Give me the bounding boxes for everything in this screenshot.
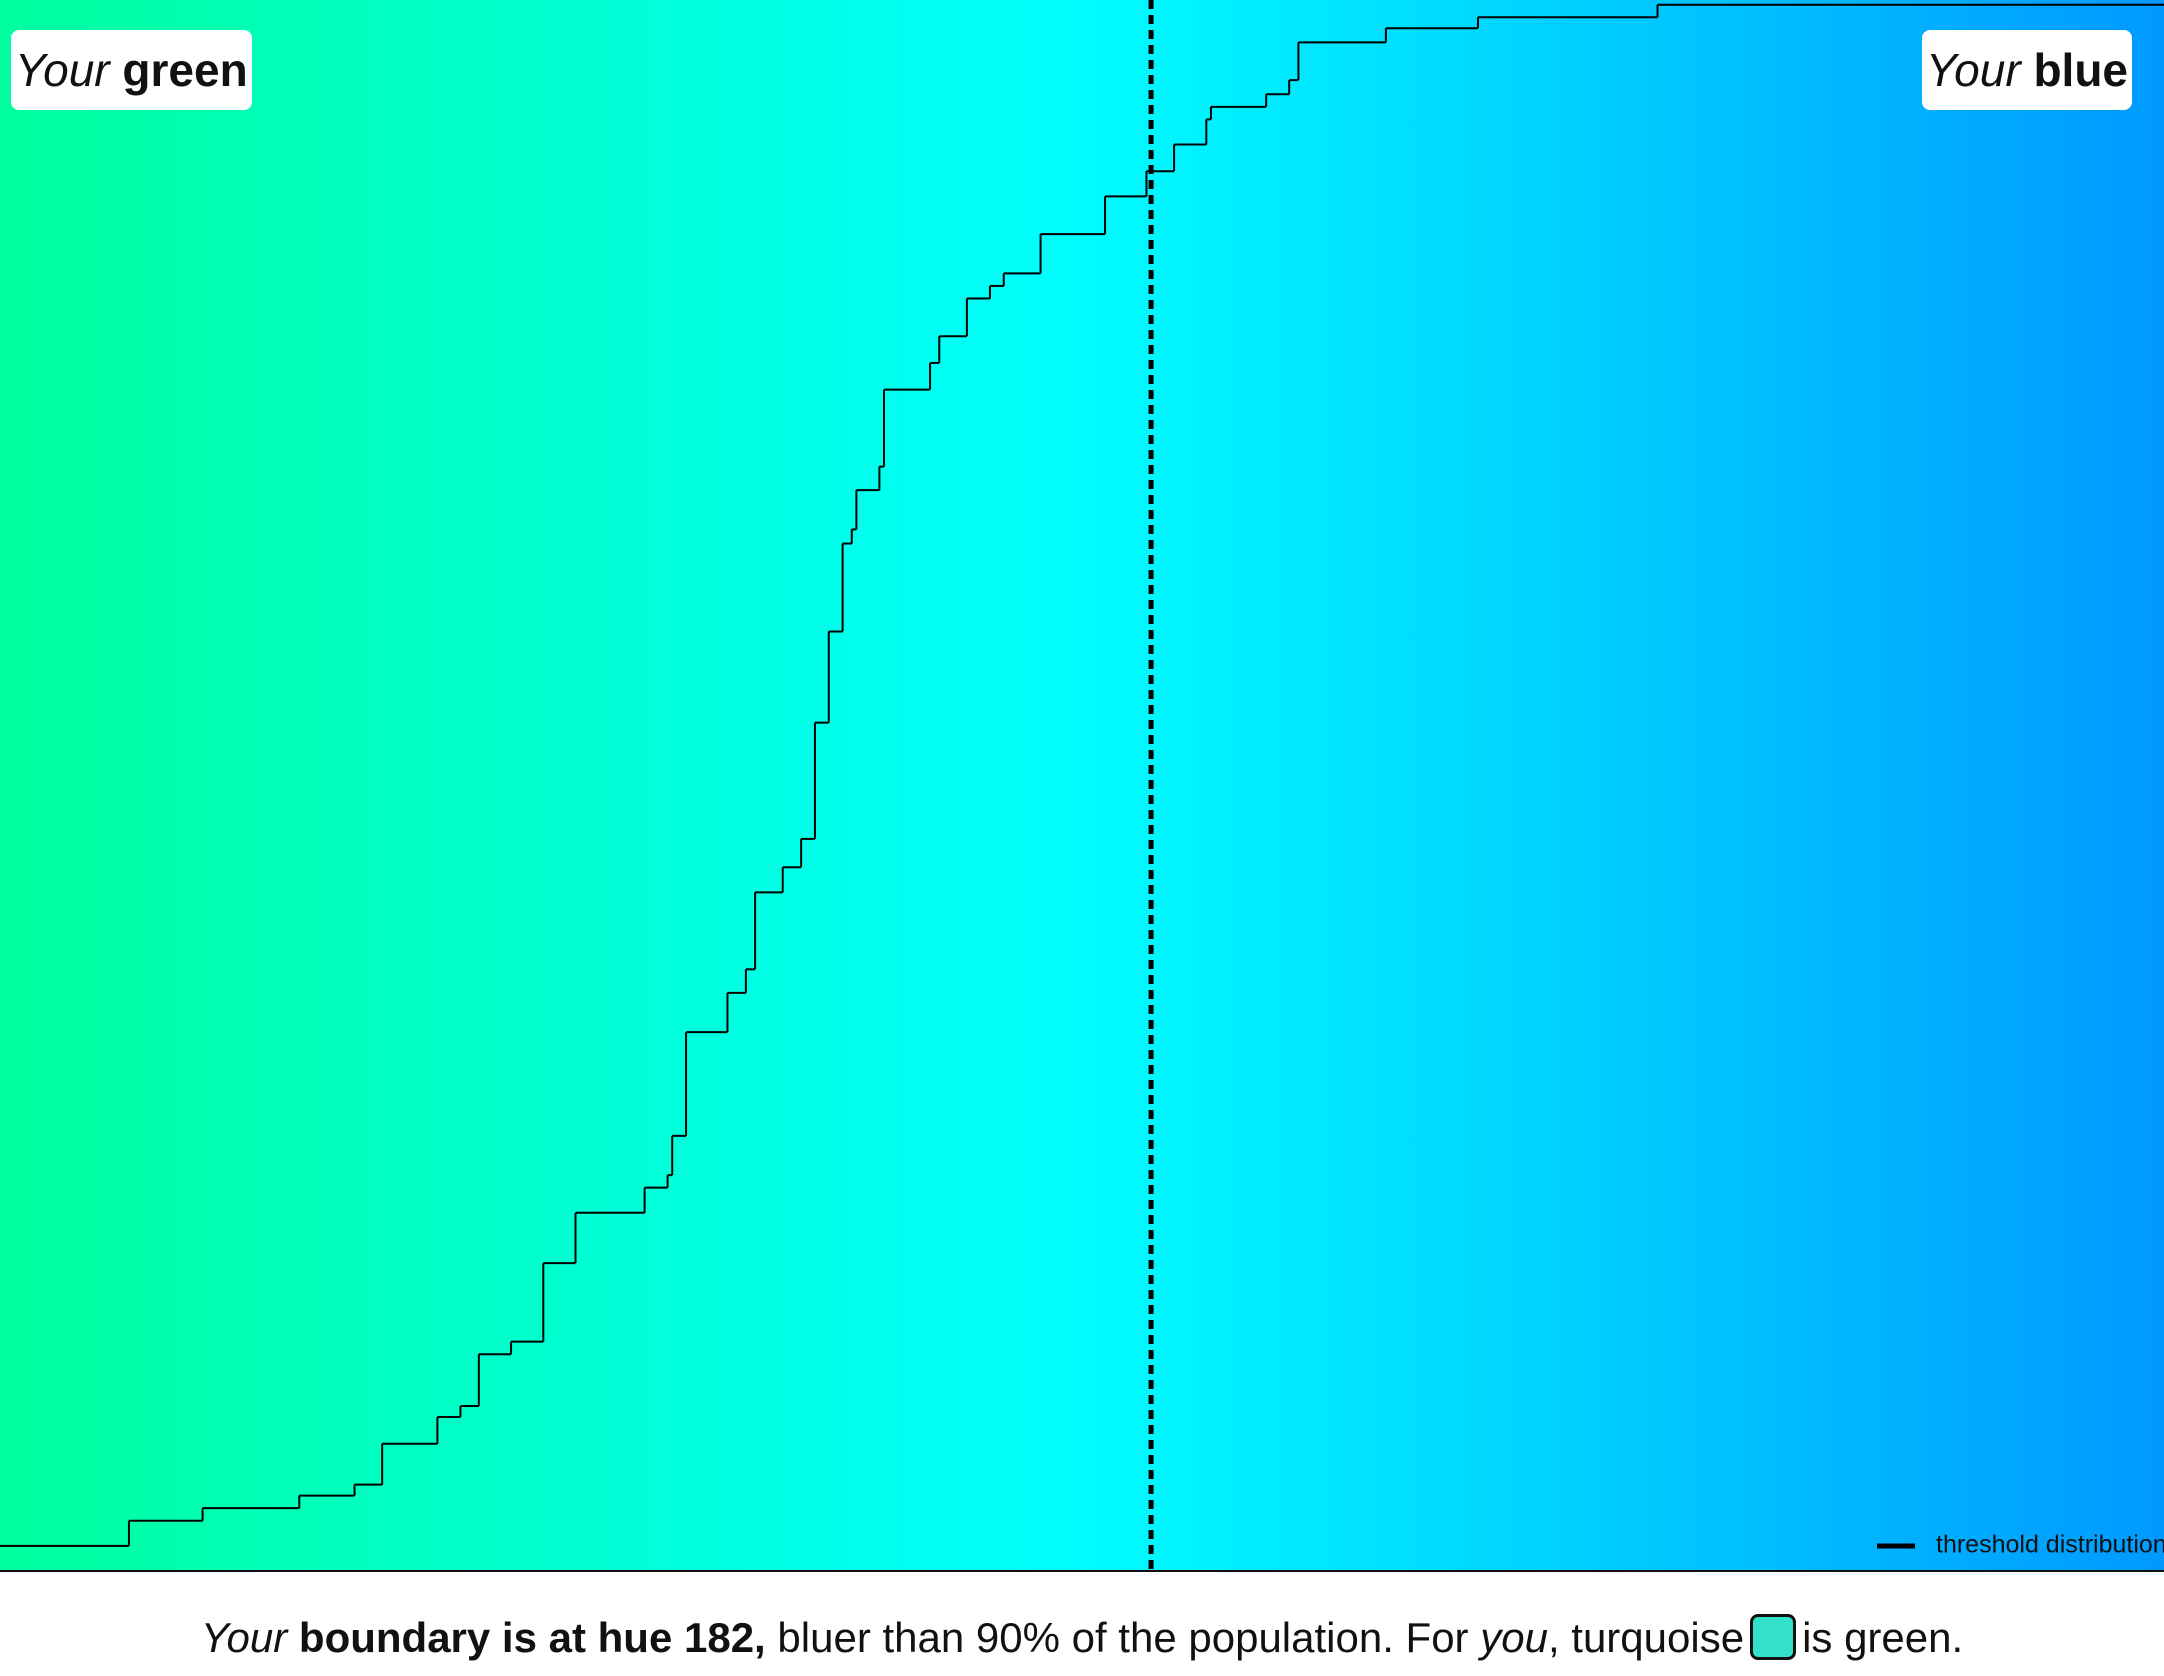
label-prefix: Your (15, 44, 110, 96)
caption-part: boundary is at hue 182, (298, 1614, 766, 1661)
chart: threshold distribution (0, 0, 2164, 1572)
caption-part: Your (200, 1614, 288, 1661)
right-label: Your blue (1922, 30, 2132, 110)
label-word: blue (2033, 44, 2128, 96)
caption-part: , turquoise (1547, 1614, 1745, 1661)
caption: Your boundary is at hue 182, bluer than … (0, 1614, 2164, 1662)
caption-part: bluer than 90% of the population. For (777, 1614, 1469, 1661)
legend-label: threshold distribution (1936, 1531, 2164, 1559)
hue-background (0, 0, 2164, 1571)
caption-part: you (1480, 1614, 1548, 1661)
color-swatch (1750, 1614, 1797, 1660)
legend: threshold distribution (1877, 1531, 2164, 1559)
label-word: green (122, 44, 248, 96)
caption-part: is green. (1802, 1614, 1964, 1661)
label-prefix: Your (1926, 44, 2021, 96)
left-label: Your green (11, 30, 252, 110)
